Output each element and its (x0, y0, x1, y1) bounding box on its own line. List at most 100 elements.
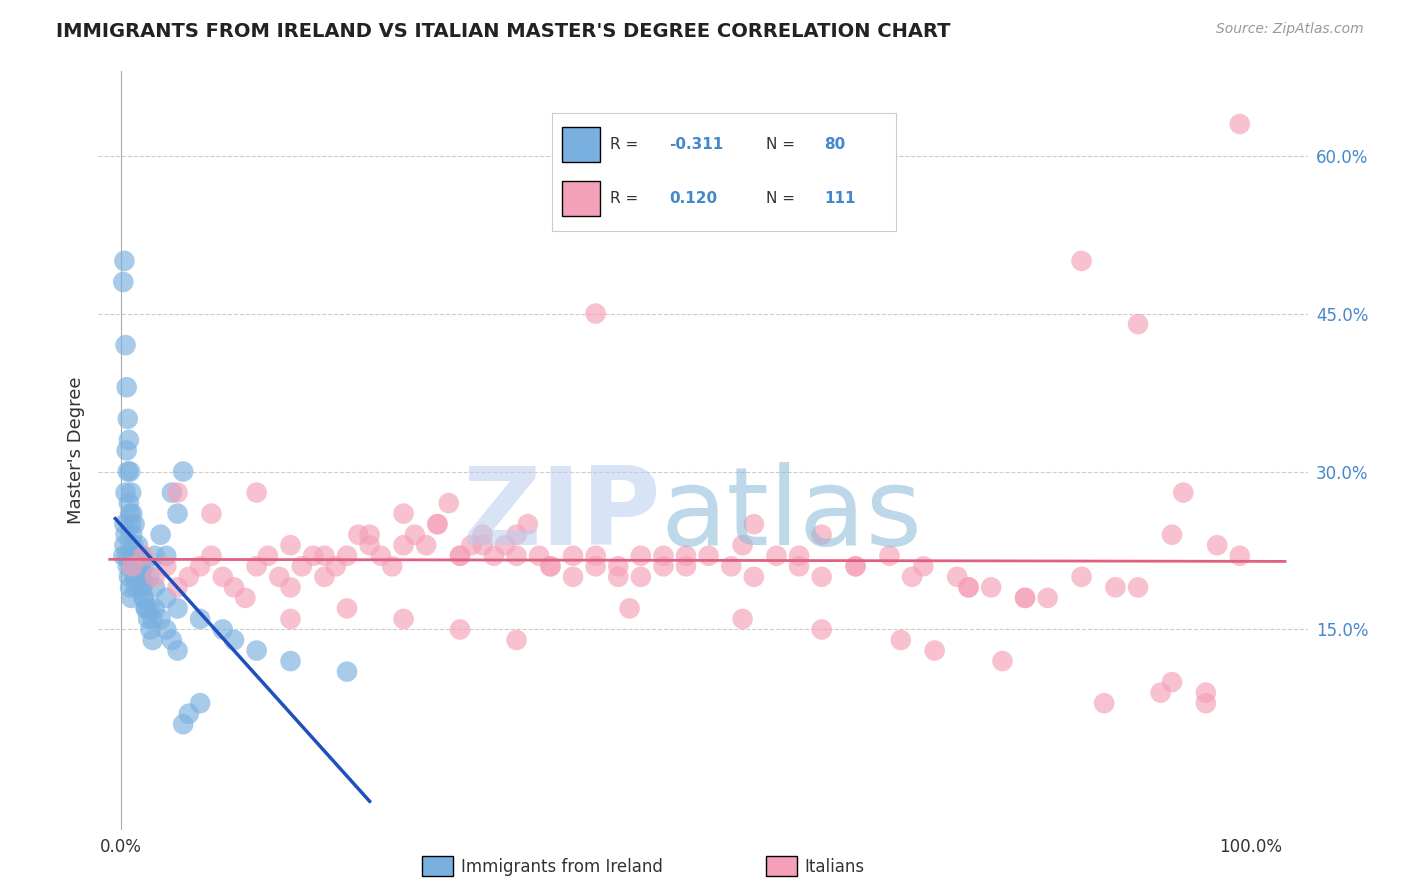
Point (166, 601, 188, 615)
Point (131, 549, 153, 563)
Point (392, 612, 415, 626)
Point (1104, 580, 1126, 594)
Point (912, 559, 935, 574)
Point (505, 633, 527, 648)
Point (991, 654, 1014, 668)
Point (731, 612, 754, 626)
Point (143, 580, 166, 594)
Point (562, 549, 585, 563)
Point (426, 517, 449, 532)
Point (946, 570, 969, 584)
Point (731, 538, 754, 552)
Point (122, 559, 145, 574)
Point (392, 507, 415, 521)
Point (1036, 591, 1059, 605)
Point (280, 580, 302, 594)
Point (538, 559, 561, 574)
Point (980, 580, 1002, 594)
Point (112, 538, 135, 552)
Point (211, 623, 233, 637)
Point (160, 633, 183, 648)
Point (314, 570, 336, 584)
Point (120, 591, 142, 605)
Point (117, 412, 139, 426)
Point (494, 538, 516, 552)
Point (246, 559, 269, 574)
Point (505, 527, 527, 541)
Point (1126, 580, 1149, 594)
Point (112, 254, 135, 268)
Point (127, 538, 149, 552)
Point (890, 633, 912, 648)
Point (132, 591, 155, 605)
Point (166, 580, 188, 594)
Y-axis label: Master's Degree: Master's Degree (66, 376, 84, 524)
Point (112, 549, 135, 563)
Point (527, 549, 550, 563)
Point (607, 559, 630, 574)
Point (562, 570, 585, 584)
Point (200, 549, 222, 563)
Point (471, 527, 494, 541)
Point (222, 633, 245, 648)
Point (121, 559, 143, 574)
Point (115, 549, 138, 563)
Point (957, 580, 980, 594)
Point (449, 549, 471, 563)
Point (697, 549, 720, 563)
Point (370, 549, 392, 563)
Point (135, 601, 157, 615)
Point (607, 570, 630, 584)
Point (1195, 696, 1218, 710)
Point (128, 559, 150, 574)
Point (125, 559, 148, 574)
Point (211, 570, 233, 584)
Point (787, 559, 810, 574)
Point (129, 559, 152, 574)
Point (177, 706, 200, 721)
Point (155, 549, 177, 563)
Point (585, 559, 607, 574)
Point (302, 549, 325, 563)
Point (149, 527, 172, 541)
Point (143, 601, 166, 615)
Point (257, 549, 280, 563)
Point (131, 580, 153, 594)
Point (188, 612, 211, 626)
Point (166, 643, 188, 657)
Point (652, 559, 675, 574)
Point (269, 570, 291, 584)
Point (845, 559, 868, 574)
Text: IMMIGRANTS FROM IRELAND VS ITALIAN MASTER'S DEGREE CORRELATION CHART: IMMIGRANTS FROM IRELAND VS ITALIAN MASTE… (56, 22, 950, 41)
Point (675, 549, 697, 563)
Point (129, 570, 152, 584)
Point (125, 580, 148, 594)
Point (222, 580, 245, 594)
Point (359, 527, 381, 541)
Point (924, 643, 946, 657)
Point (120, 507, 142, 521)
Point (675, 559, 697, 574)
Point (280, 538, 302, 552)
Point (449, 623, 471, 637)
Point (112, 275, 135, 289)
Point (957, 580, 980, 594)
Point (115, 380, 138, 394)
Point (336, 665, 359, 679)
Point (516, 517, 538, 532)
Point (149, 612, 172, 626)
Point (125, 570, 148, 584)
Point (125, 559, 148, 574)
Point (143, 549, 166, 563)
Point (810, 527, 832, 541)
Point (325, 559, 347, 574)
Point (142, 633, 165, 648)
Point (415, 538, 437, 552)
Point (810, 623, 832, 637)
Point (127, 549, 149, 563)
Point (138, 601, 160, 615)
Point (127, 570, 149, 584)
Point (155, 559, 177, 574)
Point (1161, 527, 1184, 541)
Point (118, 433, 141, 447)
